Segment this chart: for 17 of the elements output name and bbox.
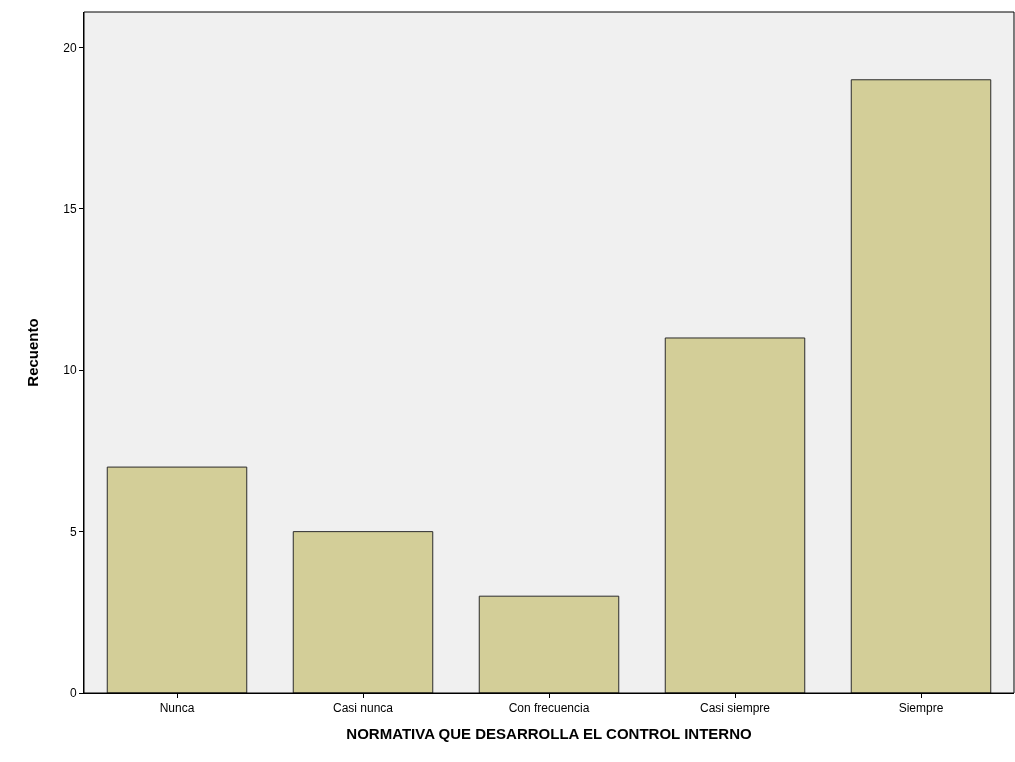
y-tick-label: 5 bbox=[69, 524, 77, 539]
bar bbox=[478, 595, 620, 693]
y-tick-label: 10 bbox=[63, 363, 77, 378]
y-tick-label: 15 bbox=[63, 202, 77, 217]
bar bbox=[664, 337, 806, 693]
x-tick-label: Siempre bbox=[898, 701, 944, 716]
bar bbox=[292, 531, 434, 693]
x-tick-label: Casi siempre bbox=[699, 701, 771, 716]
y-tick-label: 20 bbox=[63, 40, 77, 55]
x-axis-title: NORMATIVA QUE DESARROLLA EL CONTROL INTERNO bbox=[346, 725, 752, 743]
y-tick-label: 0 bbox=[69, 686, 77, 701]
x-tick-label: Con frecuencia bbox=[508, 701, 590, 716]
bar bbox=[106, 466, 248, 693]
y-axis-title: Recuento bbox=[24, 318, 42, 387]
bar bbox=[850, 79, 992, 693]
x-tick-label: Casi nunca bbox=[332, 701, 394, 716]
x-tick-label: Nunca bbox=[159, 701, 195, 716]
